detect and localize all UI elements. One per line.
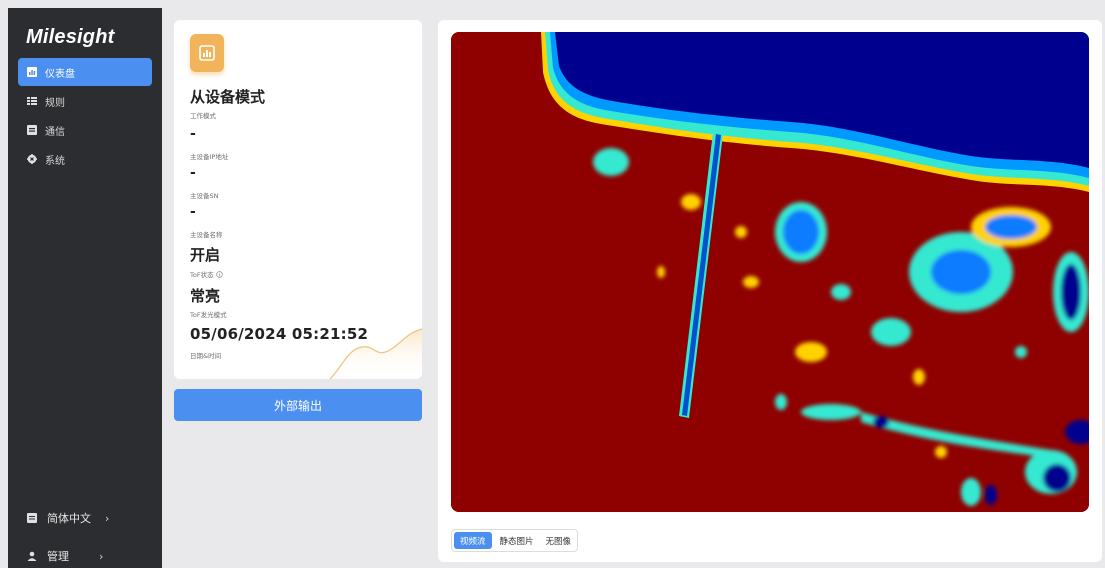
master-ip-value: - xyxy=(190,126,196,142)
tof-light-label: ToF发光模式 xyxy=(190,311,227,319)
sidebar-item-label: 仪表盘 xyxy=(45,68,75,80)
chevron-right-icon: › xyxy=(99,549,104,563)
external-output-button[interactable]: 外部输出 xyxy=(174,389,422,421)
master-sn-value: - xyxy=(190,165,196,181)
tof-status-label: ToF状态 xyxy=(190,271,214,279)
tof-status-value: 开启 xyxy=(190,246,221,264)
master-ip-label: 主设备IP地址 xyxy=(190,153,229,161)
tof-light-value: 常亮 xyxy=(190,287,221,305)
language-label: 简体中文 xyxy=(47,512,91,525)
gear-icon xyxy=(26,154,37,165)
device-info-card: 从设备模式 工作模式 - 主设备IP地址 - 主设备SN - 主设备名称 开启 … xyxy=(174,20,422,379)
tof-status-label-row: ToF状态 xyxy=(190,269,223,279)
user-icon xyxy=(26,551,37,562)
sidebar: Milesight 仪表盘 规则 通信 系统 xyxy=(8,8,162,568)
sidebar-item-label: 系统 xyxy=(45,155,65,167)
video-panel: 视频流 静态图片 无图像 xyxy=(438,20,1102,562)
master-sn-label: 主设备SN xyxy=(190,192,219,200)
master-name-value: - xyxy=(190,204,196,220)
language-selector[interactable]: 简体中文 › xyxy=(26,510,109,526)
decorative-wave xyxy=(330,328,422,379)
datetime-value: 05/06/2024 05:21:52 xyxy=(190,325,369,343)
info-icon[interactable] xyxy=(215,270,223,278)
work-mode-label: 工作模式 xyxy=(190,112,216,120)
network-icon xyxy=(26,125,37,136)
sidebar-item-rules[interactable]: 规则 xyxy=(18,87,152,115)
language-icon xyxy=(26,513,37,524)
chevron-right-icon: › xyxy=(105,511,110,525)
datetime-label: 日期&时间 xyxy=(190,352,222,360)
master-name-label: 主设备名称 xyxy=(190,231,223,239)
work-mode-value: 从设备模式 xyxy=(190,88,266,106)
bar-chart-icon xyxy=(26,67,37,78)
tof-heatmap-video xyxy=(451,32,1089,512)
admin-label: 管理 xyxy=(47,550,69,563)
sidebar-item-label: 规则 xyxy=(45,97,65,109)
admin-menu[interactable]: 管理 › xyxy=(26,548,103,564)
milesight-logo: Milesight xyxy=(26,26,115,48)
video-mode-tabs: 视频流 静态图片 无图像 xyxy=(451,529,579,552)
sidebar-nav: 仪表盘 规则 通信 系统 xyxy=(8,58,162,174)
list-icon xyxy=(26,96,37,107)
tof-heatmap-image xyxy=(451,32,1089,512)
sidebar-item-communication[interactable]: 通信 xyxy=(18,116,152,144)
sidebar-item-label: 通信 xyxy=(45,126,65,138)
dashboard-card-icon xyxy=(190,34,224,72)
sidebar-item-dashboard[interactable]: 仪表盘 xyxy=(18,58,152,86)
tab-no-image[interactable]: 无图像 xyxy=(545,536,572,547)
tab-video-stream[interactable]: 视频流 xyxy=(454,532,492,549)
tab-static-image[interactable]: 静态图片 xyxy=(499,536,534,547)
sidebar-item-system[interactable]: 系统 xyxy=(18,145,152,173)
